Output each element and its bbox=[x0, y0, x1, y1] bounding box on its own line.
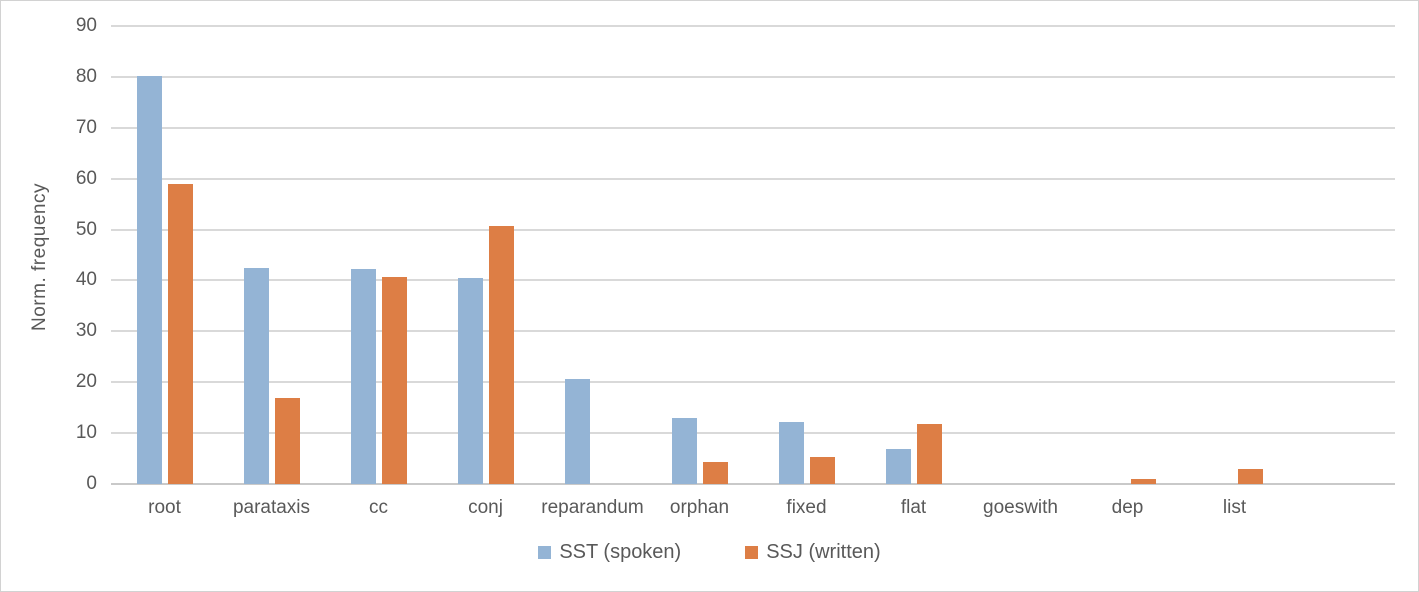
legend-label-ssj: SSJ (written) bbox=[766, 540, 881, 563]
bar-ssj-root bbox=[167, 183, 193, 484]
y-tick-label-10: 10 bbox=[75, 422, 97, 444]
bar-ssj-cc bbox=[381, 276, 407, 484]
x-category-label-parataxis: parataxis bbox=[232, 497, 311, 518]
bar-sst-cc bbox=[350, 269, 376, 484]
bar-sst-reparandum bbox=[564, 379, 590, 484]
bar-ssj-list bbox=[1237, 469, 1263, 484]
bar-sst-root bbox=[136, 75, 162, 484]
legend-item-sst: SST (spoken) bbox=[538, 541, 681, 564]
gridline-70 bbox=[111, 126, 1395, 129]
gridline-30 bbox=[111, 330, 1395, 333]
gridline-90 bbox=[111, 25, 1395, 27]
gridline-10 bbox=[111, 432, 1395, 435]
y-tick-label-70: 70 bbox=[75, 116, 97, 138]
x-category-label-orphan: orphan bbox=[669, 497, 730, 518]
x-category-label-flat: flat bbox=[900, 497, 927, 518]
x-category-label-reparandum: reparandum bbox=[541, 497, 644, 518]
x-axis-line bbox=[111, 483, 1395, 485]
bar-sst-parataxis bbox=[243, 268, 269, 484]
x-category-label-goeswith: goeswith bbox=[983, 497, 1058, 518]
gridline-40 bbox=[111, 279, 1395, 282]
legend-item-ssj: SSJ (written) bbox=[745, 540, 881, 564]
legend-swatch-sst bbox=[538, 545, 552, 559]
bar-ssj-flat bbox=[916, 423, 942, 484]
bar-ssj-orphan bbox=[702, 462, 728, 484]
bar-sst-orphan bbox=[671, 417, 697, 484]
bar-sst-fixed bbox=[778, 421, 804, 484]
y-tick-label-80: 80 bbox=[75, 65, 97, 87]
gridline-50 bbox=[111, 228, 1395, 231]
legend-label-sst: SST (spoken) bbox=[559, 540, 682, 563]
bar-sst-conj bbox=[457, 277, 483, 484]
gridline-60 bbox=[111, 177, 1395, 180]
y-tick-label-20: 20 bbox=[75, 371, 97, 393]
bar-ssj-parataxis bbox=[274, 397, 300, 484]
x-category-label-fixed: fixed bbox=[786, 497, 827, 518]
bar-ssj-conj bbox=[488, 225, 514, 484]
x-category-label-dep: dep bbox=[1111, 497, 1144, 518]
y-tick-label-40: 40 bbox=[75, 269, 97, 291]
y-tick-label-60: 60 bbox=[75, 167, 97, 189]
x-category-label-conj: conj bbox=[468, 497, 503, 518]
legend-swatch-ssj bbox=[745, 545, 759, 559]
gridline-80 bbox=[111, 75, 1395, 78]
y-tick-label-30: 30 bbox=[75, 320, 97, 342]
bar-ssj-fixed bbox=[809, 457, 835, 484]
gridline-20 bbox=[111, 381, 1395, 384]
x-category-label-root: root bbox=[148, 497, 181, 518]
y-tick-label-50: 50 bbox=[75, 218, 97, 240]
x-category-label-cc: cc bbox=[369, 497, 388, 518]
bar-sst-flat bbox=[885, 448, 911, 484]
legend: SST (spoken) SSJ (written) bbox=[0, 539, 1419, 565]
x-category-label-list: list bbox=[1222, 497, 1247, 518]
y-tick-label-0: 0 bbox=[86, 473, 97, 494]
y-tick-label-90: 90 bbox=[75, 15, 97, 36]
bar-ssj-dep bbox=[1130, 479, 1156, 484]
